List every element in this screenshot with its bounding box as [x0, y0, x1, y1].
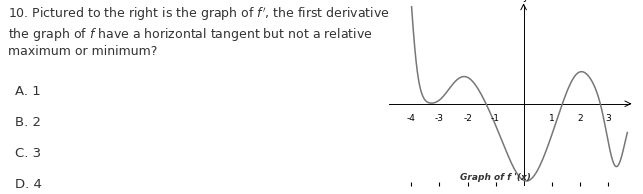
Text: -4: -4 — [407, 114, 416, 123]
Text: y: y — [523, 0, 529, 2]
Text: 3: 3 — [605, 114, 611, 123]
Text: 10. Pictured to the right is the graph of $f'$, the first derivative of $f$. For: 10. Pictured to the right is the graph o… — [8, 6, 617, 58]
Text: A. 1: A. 1 — [15, 85, 41, 98]
Text: -1: -1 — [491, 114, 500, 123]
Text: 1: 1 — [548, 114, 554, 123]
Text: 2: 2 — [577, 114, 583, 123]
Text: -2: -2 — [463, 114, 472, 123]
Text: C. 3: C. 3 — [15, 147, 41, 160]
Text: -3: -3 — [435, 114, 444, 123]
Text: B. 2: B. 2 — [15, 116, 41, 129]
Text: D. 4: D. 4 — [15, 178, 42, 191]
Text: Graph of f '(x): Graph of f '(x) — [460, 173, 531, 182]
